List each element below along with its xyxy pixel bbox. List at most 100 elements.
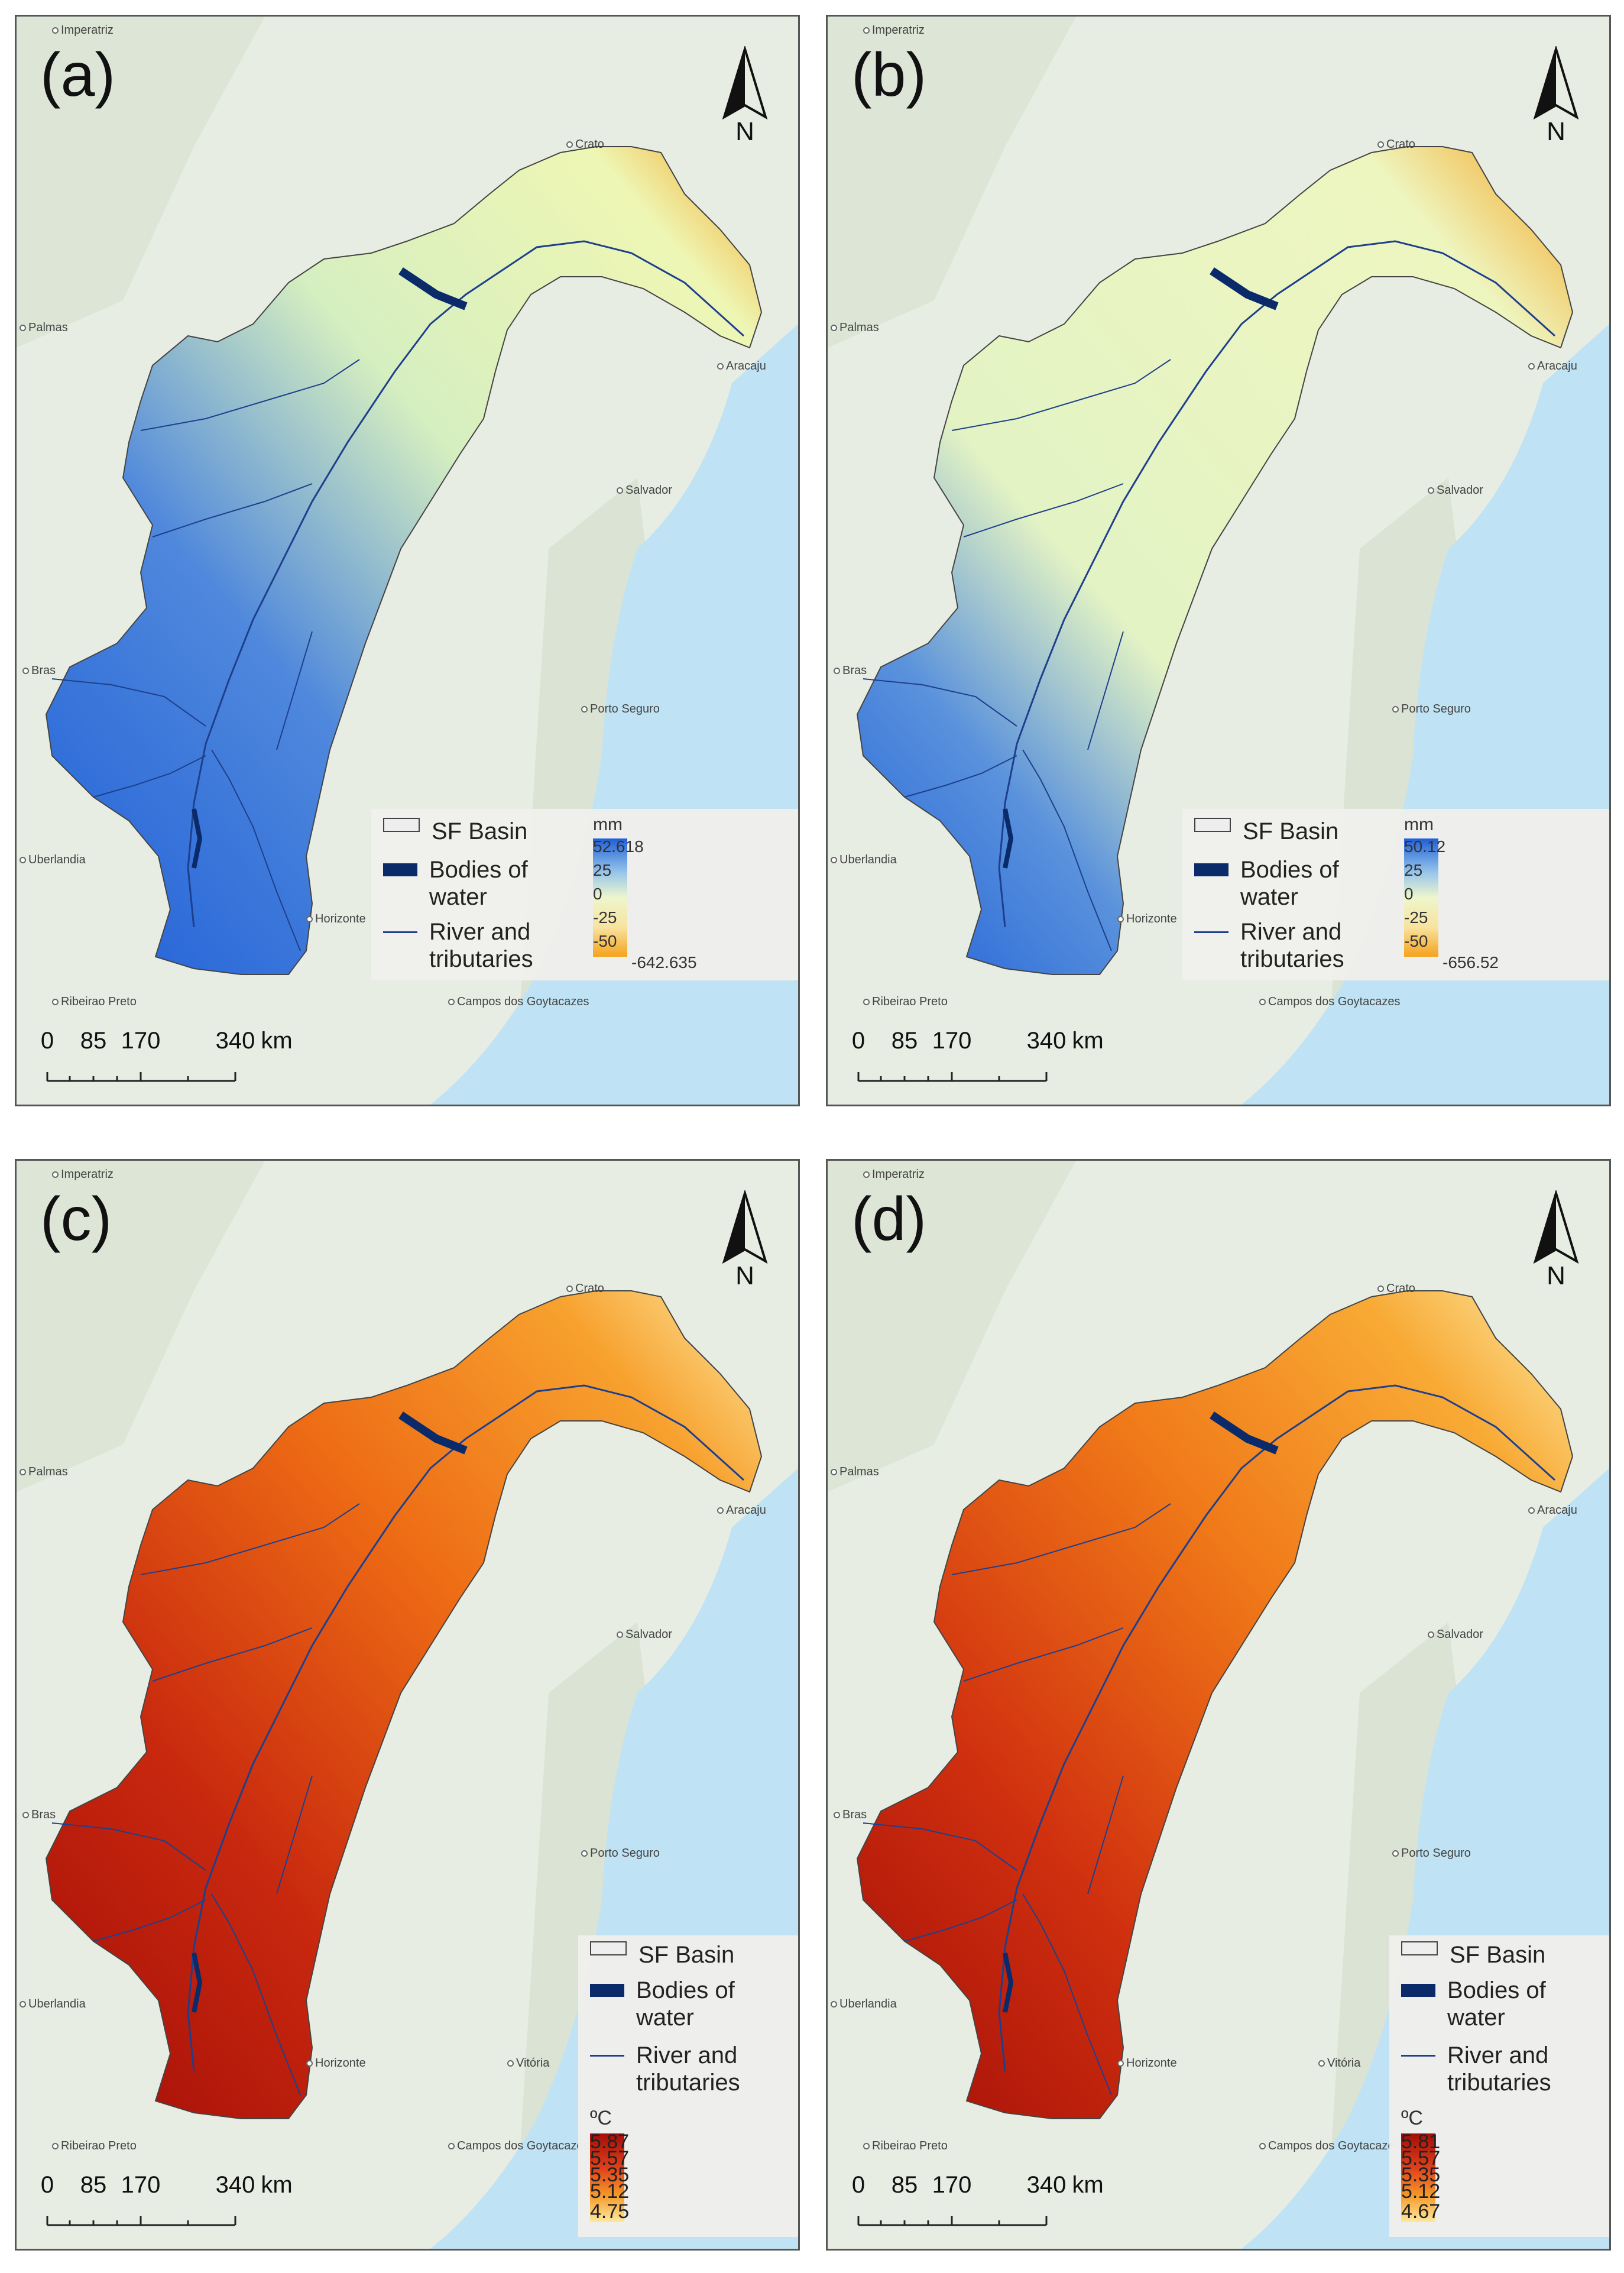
colorbar-gradient <box>1401 2133 1435 2222</box>
scale-tick: 170 <box>932 2172 972 2198</box>
river-swatch <box>383 931 417 933</box>
north-arrow-icon <box>722 45 768 120</box>
colorbar-tick: 0 <box>593 885 602 903</box>
scale-bar: 0 85 170 340 km <box>851 1028 1104 1093</box>
north-arrow: N <box>1526 1189 1586 1291</box>
city-label: Salvador <box>1428 1628 1483 1641</box>
scale-tick: 85 <box>891 1028 918 1054</box>
legend-basin: SF Basin <box>432 818 528 844</box>
legend-water: Bodies of water <box>1240 857 1339 910</box>
colorbar-unit: mm <box>1404 815 1434 834</box>
city-label: Palmas <box>831 321 879 335</box>
water-swatch <box>383 863 417 876</box>
city-label: Bras <box>22 1808 56 1822</box>
north-label: N <box>735 1261 754 1290</box>
city-label: Horizonte <box>1117 2057 1177 2070</box>
map-panel-a: (a) N Imperatriz Crato Palmas Aracaju Sa… <box>15 15 800 1106</box>
legend-rivers: River and tributaries <box>1240 919 1344 972</box>
city-label: Campos dos Goytacazes <box>1259 2139 1400 2153</box>
colorbar-tick: 5.35 <box>1401 2164 1441 2186</box>
panel-label: (b) <box>851 41 927 109</box>
scale-tick: 170 <box>121 1028 161 1054</box>
city-label: Horizonte <box>306 912 366 926</box>
city-label: Uberlandia <box>20 1997 86 2011</box>
scale-tick: 340 <box>215 2172 255 2198</box>
north-arrow-icon <box>722 1189 768 1264</box>
river-swatch <box>1194 931 1228 933</box>
city-label: Palmas <box>831 1465 879 1479</box>
legend: SF Basin Bodies of water River and tribu… <box>1182 809 1609 980</box>
colorbar: ºC 5.87 5.57 5.35 5.12 4.75 <box>590 2107 767 2231</box>
north-arrow: N <box>1526 45 1586 147</box>
city-label: Aracaju <box>717 1504 766 1517</box>
colorbar-tick: -50 <box>1404 932 1428 950</box>
city-label: Imperatriz <box>863 24 925 37</box>
colorbar-tick: -642.635 <box>631 953 697 972</box>
colorbar-tick: -50 <box>593 932 617 950</box>
city-label: Imperatriz <box>52 1168 114 1181</box>
city-label: Crato <box>1377 138 1415 151</box>
scale-bar: 0 85 170 340 km <box>851 2172 1104 2237</box>
colorbar-tick: 52.618 <box>593 837 644 856</box>
legend-basin: SF Basin <box>1450 1942 1546 1968</box>
colorbar-tick: 5.57 <box>590 2147 630 2170</box>
colorbar-tick: 25 <box>1404 861 1423 879</box>
colorbar-tick: 25 <box>593 861 612 879</box>
basin-swatch <box>590 1941 627 1955</box>
scale-tick: 0 <box>40 1028 54 1054</box>
city-label: Horizonte <box>1117 912 1177 926</box>
city-label: Bras <box>834 664 867 678</box>
city-label: Aracaju <box>1528 1504 1577 1517</box>
panel-label: (d) <box>851 1185 927 1254</box>
scale-bar: 0 85 170 340 km <box>40 1028 293 1093</box>
colorbar-tick: -25 <box>1404 908 1428 927</box>
colorbar-gradient <box>590 2133 624 2222</box>
colorbar-unit: mm <box>593 815 623 834</box>
panel-label: (a) <box>40 41 116 109</box>
colorbar-tick: 0 <box>1404 885 1414 903</box>
colorbar-unit: ºC <box>590 2107 612 2129</box>
north-label: N <box>1547 117 1565 146</box>
city-label: Horizonte <box>306 2057 366 2070</box>
water-swatch <box>590 1984 624 1997</box>
city-label: Campos dos Goytacazes <box>448 995 589 1009</box>
colorbar-tick: -656.52 <box>1443 953 1499 972</box>
city-label: Uberlandia <box>20 853 86 867</box>
city-label: Imperatriz <box>863 1168 925 1181</box>
basin-swatch <box>1401 1941 1438 1955</box>
city-label: Salvador <box>617 1628 672 1641</box>
city-label: Vitória <box>1318 2057 1360 2070</box>
colorbar-tick: 50.12 <box>1404 837 1446 856</box>
city-label: Ribeirao Preto <box>52 995 137 1009</box>
city-label: Crato <box>1377 1282 1415 1296</box>
scale-tick: 340 <box>1026 2172 1067 2198</box>
legend: SF Basin Bodies of water River and tribu… <box>1389 1935 1609 2237</box>
colorbar-tick: 5.12 <box>590 2180 630 2203</box>
colorbar-tick: 5.12 <box>1401 2180 1441 2203</box>
legend-rivers: River and tributaries <box>636 2042 740 2096</box>
city-label: Vitória <box>507 2057 549 2070</box>
legend-rivers: River and tributaries <box>429 919 533 972</box>
city-label: Ribeirao Preto <box>863 995 948 1009</box>
scale-tick: 340 <box>1026 1028 1067 1054</box>
city-label: Imperatriz <box>52 24 114 37</box>
river-swatch <box>1401 2055 1435 2057</box>
colorbar-tick: 5.35 <box>590 2164 630 2186</box>
scale-tick: 85 <box>80 2172 107 2198</box>
legend: SF Basin Bodies of water River and tribu… <box>578 1935 798 2237</box>
north-arrow-icon <box>1533 1189 1579 1264</box>
legend-basin: SF Basin <box>1243 818 1339 844</box>
colorbar: mm 52.618 25 0 -25 -50 -642.635 <box>593 815 747 974</box>
water-swatch <box>1401 1984 1435 1997</box>
city-label: Uberlandia <box>831 1997 897 2011</box>
north-label: N <box>735 117 754 146</box>
colorbar-tick: -25 <box>593 908 617 927</box>
colorbar-tick: 5.87 <box>590 2130 630 2153</box>
basin-swatch <box>1194 818 1231 832</box>
scale-bar: 0 85 170 340 km <box>40 2172 293 2237</box>
colorbar-gradient <box>593 838 627 957</box>
legend-basin: SF Basin <box>638 1942 735 1968</box>
scale-tick: 0 <box>851 1028 866 1054</box>
north-arrow-icon <box>1533 45 1579 120</box>
basin-swatch <box>383 818 420 832</box>
